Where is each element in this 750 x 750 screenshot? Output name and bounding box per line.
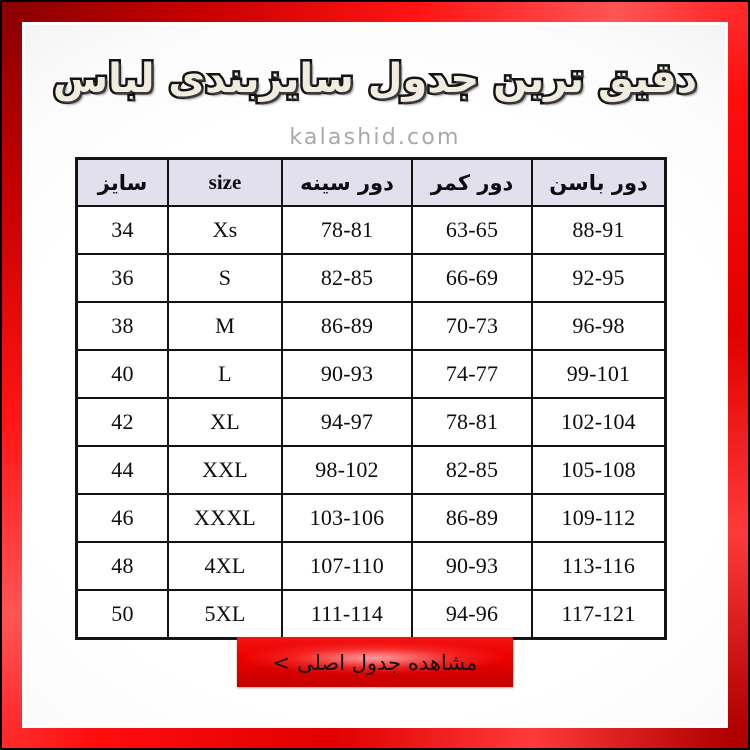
cell-bust: 78-81 (281, 205, 413, 255)
cell-bust: 86-89 (281, 301, 413, 351)
table-row: 109-112 86-89 103-106 XXXL 46 (76, 493, 666, 543)
cell-bust: 94-97 (281, 397, 413, 447)
cell-size: XL (167, 397, 283, 447)
cell-number: 38 (76, 301, 169, 351)
cell-number: 42 (76, 397, 169, 447)
page-title-wrap: دقیق ترین جدول سایزبندی لباس (25, 54, 725, 105)
cell-hip: 99-101 (531, 349, 666, 399)
cell-size: M (167, 301, 283, 351)
cell-size: XXL (167, 445, 283, 495)
cell-bust: 103-106 (281, 493, 413, 543)
poster-canvas: دقیق ترین جدول سایزبندی لباس kalashid.co… (25, 25, 725, 725)
cell-waist: 74-77 (411, 349, 533, 399)
site-watermark: kalashid.com (289, 125, 461, 150)
cell-number: 48 (76, 541, 169, 591)
cell-number: 34 (76, 205, 169, 255)
size-chart-table: دور باسن دور کمر دور سینه size سایز 88-9… (76, 158, 666, 639)
cell-hip: 105-108 (531, 445, 666, 495)
column-header-waist: دور کمر (411, 158, 533, 207)
cell-hip: 102-104 (531, 397, 666, 447)
cell-size: 4XL (167, 541, 283, 591)
table-header: دور باسن دور کمر دور سینه size سایز (76, 158, 666, 207)
cell-hip: 117-121 (531, 589, 666, 639)
cell-bust: 98-102 (281, 445, 413, 495)
cell-bust: 82-85 (281, 253, 413, 303)
cell-waist: 90-93 (411, 541, 533, 591)
cell-bust: 90-93 (281, 349, 413, 399)
cell-waist: 78-81 (411, 397, 533, 447)
column-header-size: size (167, 158, 283, 207)
cell-number: 40 (76, 349, 169, 399)
cta-wrap: مشاهده جدول اصلی > (25, 637, 725, 687)
cell-waist: 63-65 (411, 205, 533, 255)
cell-waist: 70-73 (411, 301, 533, 351)
table-row: 96-98 70-73 86-89 M 38 (76, 301, 666, 351)
cell-hip: 113-116 (531, 541, 666, 591)
cell-size: XXXL (167, 493, 283, 543)
table-body: 88-91 63-65 78-81 Xs 34 92-95 66-69 82-8… (76, 205, 666, 639)
cell-waist: 82-85 (411, 445, 533, 495)
cell-size: S (167, 253, 283, 303)
cell-number: 44 (76, 445, 169, 495)
cell-number: 46 (76, 493, 169, 543)
cell-waist: 86-89 (411, 493, 533, 543)
column-header-number: سایز (76, 158, 169, 207)
cell-hip: 92-95 (531, 253, 666, 303)
view-original-table-button[interactable]: مشاهده جدول اصلی > (237, 637, 513, 687)
cell-number: 50 (76, 589, 169, 639)
cell-hip: 96-98 (531, 301, 666, 351)
table-row: 117-121 94-96 111-114 5XL 50 (76, 589, 666, 639)
table-row: 105-108 82-85 98-102 XXL 44 (76, 445, 666, 495)
table-header-row: دور باسن دور کمر دور سینه size سایز (76, 158, 666, 207)
size-chart-wrap: دور باسن دور کمر دور سینه size سایز 88-9… (76, 158, 666, 639)
cell-size: 5XL (167, 589, 283, 639)
column-header-hip: دور باسن (531, 158, 666, 207)
table-row: 88-91 63-65 78-81 Xs 34 (76, 205, 666, 255)
table-row: 113-116 90-93 107-110 4XL 48 (76, 541, 666, 591)
cell-number: 36 (76, 253, 169, 303)
cell-waist: 94-96 (411, 589, 533, 639)
cell-size: L (167, 349, 283, 399)
table-row: 92-95 66-69 82-85 S 36 (76, 253, 666, 303)
cell-bust: 111-114 (281, 589, 413, 639)
table-row: 99-101 74-77 90-93 L 40 (76, 349, 666, 399)
cell-waist: 66-69 (411, 253, 533, 303)
cell-hip: 88-91 (531, 205, 666, 255)
table-row: 102-104 78-81 94-97 XL 42 (76, 397, 666, 447)
cell-hip: 109-112 (531, 493, 666, 543)
page-title: دقیق ترین جدول سایزبندی لباس (50, 54, 699, 105)
cell-size: Xs (167, 205, 283, 255)
column-header-bust: دور سینه (281, 158, 413, 207)
cell-bust: 107-110 (281, 541, 413, 591)
